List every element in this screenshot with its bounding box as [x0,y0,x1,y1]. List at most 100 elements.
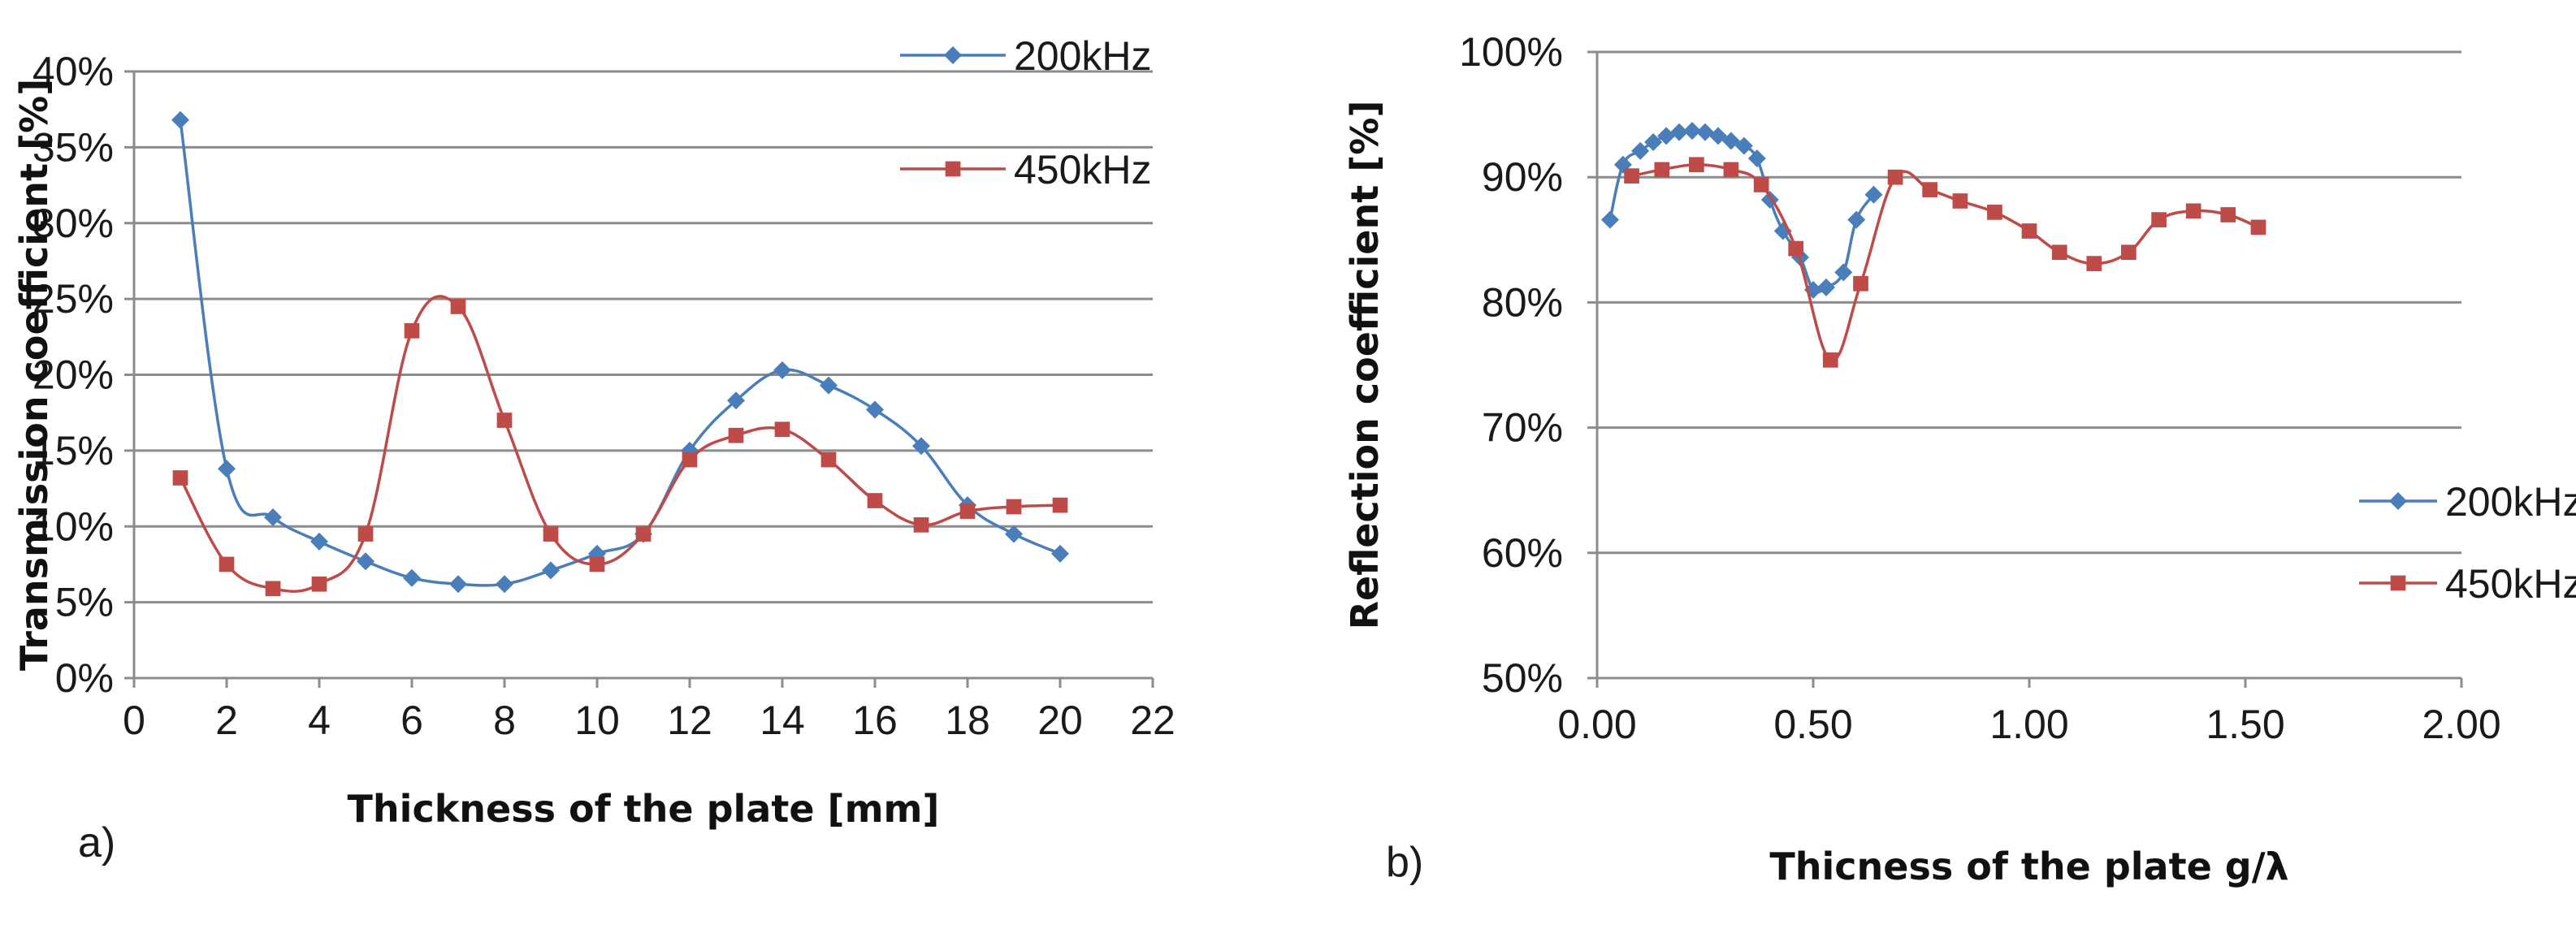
data-point-200kHz [866,400,884,419]
x-axis-title: Thicness of the plate g/λ [1769,845,2288,888]
series-450kHz [172,295,1068,597]
data-point-200kHz [403,568,421,587]
data-point-200kHz [1600,210,1619,229]
legend-label: 200kHz [2445,479,2576,525]
series-200kHz [171,110,1069,594]
data-point-200kHz [1657,127,1676,145]
data-point-200kHz [1005,525,1023,543]
data-point-450kHz [1654,162,1670,178]
series-line-450kHz [179,295,1061,593]
x-axis-title: Thickness of the plate [mm] [348,787,940,831]
x-tick-label: 6 [400,698,423,743]
data-point-450kHz [543,526,559,542]
data-point-450kHz [959,503,976,519]
y-axis-title: Reflection coefficient [%] [1343,101,1387,630]
x-tick-label: 12 [667,698,712,743]
x-tick-label: 1.00 [1989,702,2068,747]
data-point-200kHz [310,532,328,551]
data-point-450kHz [1922,182,1937,197]
y-tick-label: 80% [1482,279,1563,325]
legend-entry-200kHz: 200kHz [2359,479,2576,525]
data-point-200kHz [264,508,282,527]
y-tick-label: 70% [1482,405,1563,451]
x-tick-label: 0.50 [1773,702,1852,747]
x-tick-label: 10 [574,698,620,743]
x-tick-label: 16 [852,698,898,743]
chart-panel-a: 0% 5% 10% 15% 20% 25% 30% 35% 40% 0 2 4 6 8 10 12 14 16 18… [12,33,1175,866]
data-point-200kHz [1708,127,1727,145]
series-line-200kHz [179,119,1061,587]
data-point-450kHz [2051,244,2067,261]
series-450kHz [1624,157,2266,368]
data-point-450kHz [1788,240,1804,257]
y-tick-label: 20% [32,352,114,398]
legend-entry-200kHz: 200kHz [900,33,1152,79]
data-point-200kHz [1734,136,1753,155]
data-point-200kHz [912,437,930,456]
data-point-450kHz [1753,177,1769,192]
data-point-200kHz [1864,185,1883,204]
data-point-450kHz [1723,162,1739,178]
legend-marker [2389,492,2407,510]
data-point-450kHz [1952,193,1968,209]
x-tick-label: 4 [308,698,331,743]
data-point-450kHz [265,581,281,597]
y-tick-label: 10% [32,503,114,549]
y-tick-label: 5% [55,580,114,625]
x-tick-label: 2.00 [2422,702,2500,747]
data-point-450kHz [728,427,744,443]
data-point-450kHz [172,470,188,486]
y-tick-label: 50% [1482,655,1563,701]
data-point-450kHz [1987,205,2002,220]
data-point-200kHz [1631,141,1650,160]
y-tick-label: 60% [1482,530,1563,576]
data-point-200kHz [449,575,467,594]
data-point-450kHz [1853,275,1868,292]
panel-label: a) [78,819,115,866]
data-point-450kHz [2086,256,2102,271]
data-point-450kHz [635,526,652,542]
data-point-200kHz [773,361,791,379]
data-point-450kHz [2021,223,2037,239]
data-point-200kHz [727,391,745,410]
data-point-450kHz [2185,203,2202,219]
data-point-450kHz [1006,499,1022,515]
data-point-200kHz [1847,210,1866,229]
data-point-450kHz [867,493,883,508]
legend-marker [945,161,961,177]
y-tick-label: 100% [1459,29,1563,75]
legend-label: 450kHz [1014,147,1152,192]
data-point-450kHz [404,322,420,339]
y-tick-label: 15% [32,428,114,473]
data-point-450kHz [1689,157,1704,173]
legend-label: 450kHz [2445,561,2576,607]
data-point-200kHz [1644,133,1663,152]
chart-panel-b: 50% 60% 70% 80% 90% 100% 0.00 0.50 1.00 1.50 2.00 T… [1343,29,2576,888]
x-tick-label: 22 [1130,698,1175,743]
x-tick-label: 8 [493,698,516,743]
data-point-450kHz [311,576,327,592]
x-tick-label: 14 [760,698,805,743]
data-point-200kHz [820,376,838,395]
data-point-450kHz [2220,207,2236,223]
y-tick-label: 90% [1482,154,1563,200]
y-tick-label: 35% [32,124,114,170]
data-point-200kHz [1696,123,1714,141]
data-point-450kHz [1822,352,1838,368]
data-point-200kHz [1683,122,1702,140]
panel-label: b) [1386,839,1423,886]
x-tick-label: 1.50 [2206,702,2284,747]
legend-marker [2390,575,2406,591]
y-tick-label: 25% [32,276,114,322]
data-point-200kHz [496,575,513,594]
y-tick-label: 30% [32,201,114,246]
data-point-200kHz [218,460,236,478]
data-point-200kHz [542,561,560,580]
data-point-450kHz [913,517,929,533]
y-tick-label: 0% [55,655,114,701]
x-tick-label: 2 [215,698,238,743]
y-tick-label: 40% [32,49,114,94]
data-point-200kHz [1051,544,1069,563]
data-point-200kHz [1721,132,1740,150]
